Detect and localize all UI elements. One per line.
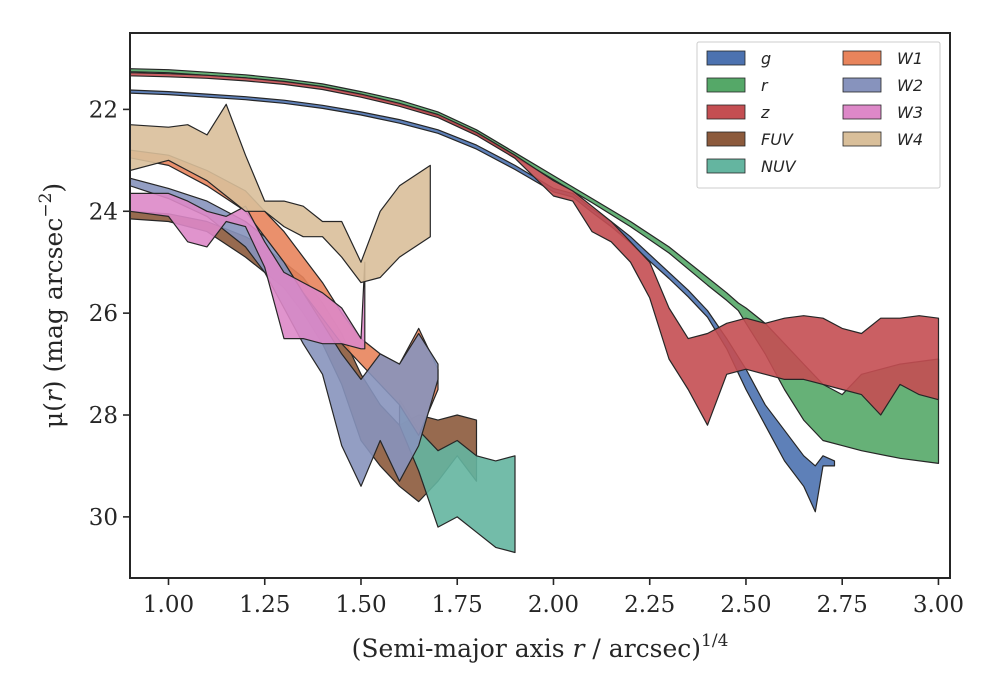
y-label-end: ) [39,183,68,193]
legend-swatch-nuv [706,158,746,174]
legend-swatch-w3 [842,104,882,120]
y-label-units: (mag arcsec [39,218,68,381]
x-label-var: r [573,634,587,663]
y-label-var: r [39,388,68,402]
band-nuv [398,399,516,554]
legend-label-w3: W3 [897,103,923,122]
x-tick-label: 3.00 [913,592,964,618]
x-axis-ticks: 1.00 1.25 1.50 1.75 2.00 2.25 2.50 2.75 3.00 [143,578,964,618]
legend-swatch-w1 [842,50,882,66]
x-tick-label: 1.75 [432,592,483,618]
x-label-power: 1/4 [701,631,728,651]
x-axis-label: (Semi-major axis r / arcsec)1/4 [352,631,729,663]
legend-label-z: z [760,103,770,122]
x-tick-label: 2.75 [817,592,868,618]
legend-swatch-r [706,77,746,93]
y-label-power: −2 [36,193,56,218]
y-label-close: ) [39,380,68,390]
y-label-fn: μ( [39,402,68,428]
legend-items: grz FUV NUV W1 W2 W3 W4 [706,49,923,176]
x-tick-label: 1.50 [335,592,386,618]
legend-swatch-z [706,104,746,120]
y-tick-label: 22 [89,97,118,123]
legend-label-r: r [761,76,769,95]
y-tick-label: 24 [89,199,118,225]
plot-frame [129,32,951,579]
band-w2 [130,177,439,487]
legend-label-g: g [761,49,771,68]
y-tick-label: 28 [89,403,118,429]
legend-swatch-w2 [842,77,882,93]
x-tick-label: 2.00 [528,592,579,618]
x-tick-label: 2.25 [624,592,675,618]
legend-swatch-g [706,50,746,66]
legend: grz FUV NUV W1 W2 W3 W4 [696,41,941,189]
legend-swatch-fuv [706,131,746,147]
band-z [130,72,940,426]
y-tick-label: 26 [89,301,118,327]
legend-label-nuv: NUV [761,157,797,176]
legend-label-w4: W4 [897,130,923,149]
band-g [130,89,836,513]
legend-label-w1: W1 [897,49,923,68]
x-tick-label: 2.50 [720,592,771,618]
band-w1 [130,149,439,436]
band-w3 [130,192,366,350]
y-axis-ticks: 22 24 26 28 30 [89,97,130,531]
y-axis-label: μ(r) (mag arcsec−2) [36,183,68,428]
bands-layer [130,68,940,554]
band-w4 [130,103,431,284]
legend-swatch-w4 [842,131,882,147]
x-tick-label: 1.00 [143,592,194,618]
x-label-prefix: (Semi-major axis [352,634,573,663]
y-tick-label: 30 [89,505,118,531]
x-tick-label: 1.25 [239,592,290,618]
legend-label-w2: W2 [897,76,923,95]
legend-label-fuv: FUV [761,130,794,149]
x-label-suffix: / arcsec) [584,634,701,663]
